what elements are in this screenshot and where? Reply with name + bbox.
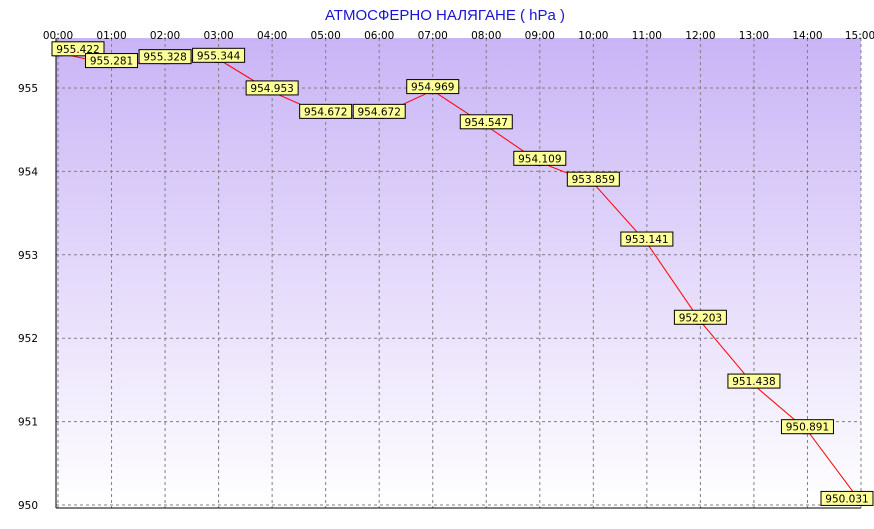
data-label-box bbox=[406, 79, 460, 95]
axis-layer: 950 951 952 953 954 955 00:00 01:00 02:00 03:00 04… bbox=[18, 30, 874, 512]
y-tick-label: 953 bbox=[18, 250, 38, 262]
data-label: 951.438 bbox=[732, 376, 775, 388]
x-tick-label: 12:00 bbox=[685, 30, 715, 42]
data-label: 955.344 bbox=[197, 50, 241, 62]
x-tick-label: 11:00 bbox=[632, 30, 662, 42]
data-label: 954.109 bbox=[518, 153, 561, 165]
pressure-series-line bbox=[57, 52, 862, 503]
x-tick-label: 09:00 bbox=[525, 30, 555, 42]
data-label-box bbox=[85, 53, 139, 69]
data-label: 953.859 bbox=[572, 174, 615, 186]
data-label-box bbox=[780, 419, 834, 435]
data-label: 954.672 bbox=[357, 106, 400, 118]
x-tick-label: 04:00 bbox=[257, 30, 287, 42]
data-label-box bbox=[620, 231, 674, 247]
data-label-box bbox=[192, 47, 246, 63]
data-label: 953.141 bbox=[625, 234, 668, 246]
data-label-box bbox=[673, 309, 727, 325]
plot-area bbox=[56, 38, 861, 508]
y-tick-label: 955 bbox=[18, 83, 38, 95]
x-tick-label: 07:00 bbox=[418, 30, 448, 42]
data-label: 954.547 bbox=[465, 117, 508, 129]
data-label: 955.281 bbox=[90, 56, 133, 68]
x-tick-label: 13:00 bbox=[739, 30, 769, 42]
x-tick-label: 05:00 bbox=[311, 30, 341, 42]
x-tick-label: 01:00 bbox=[96, 30, 126, 42]
data-label-box bbox=[352, 103, 406, 119]
data-label-box bbox=[245, 80, 299, 96]
y-tick-label: 952 bbox=[18, 333, 38, 345]
x-tick-label: 02:00 bbox=[150, 30, 180, 42]
data-label-box bbox=[459, 114, 513, 130]
chart-title: АТМОСФЕРНО НАЛЯГАНЕ ( hPa ) bbox=[325, 7, 565, 24]
x-tick-label: 08:00 bbox=[471, 30, 501, 42]
x-tick-label: 15:00 bbox=[845, 30, 874, 42]
data-label-box bbox=[513, 150, 567, 166]
x-tick-label: 03:00 bbox=[203, 30, 233, 42]
data-label-box bbox=[820, 490, 874, 506]
data-label: 954.953 bbox=[250, 83, 293, 95]
x-tick-label: 06:00 bbox=[364, 30, 394, 42]
y-tick-label: 951 bbox=[18, 417, 38, 429]
data-label-box bbox=[51, 41, 105, 57]
x-tick-label: 10:00 bbox=[578, 30, 608, 42]
y-tick-label: 954 bbox=[18, 166, 38, 178]
data-label: 955.422 bbox=[56, 44, 99, 56]
data-label: 954.969 bbox=[411, 82, 454, 94]
data-label: 950.031 bbox=[825, 493, 868, 505]
data-label-box bbox=[138, 49, 192, 65]
x-tick-label: 14:00 bbox=[792, 30, 822, 42]
data-label-box bbox=[299, 103, 353, 119]
data-label-box bbox=[566, 171, 620, 187]
data-label: 955.328 bbox=[143, 52, 186, 64]
data-label: 954.672 bbox=[304, 106, 347, 118]
data-label-box bbox=[727, 373, 781, 389]
y-tick-label: 950 bbox=[18, 500, 38, 512]
data-label: 950.891 bbox=[786, 422, 829, 434]
data-label: 952.203 bbox=[679, 312, 722, 324]
x-tick-label: 00:00 bbox=[43, 30, 73, 42]
